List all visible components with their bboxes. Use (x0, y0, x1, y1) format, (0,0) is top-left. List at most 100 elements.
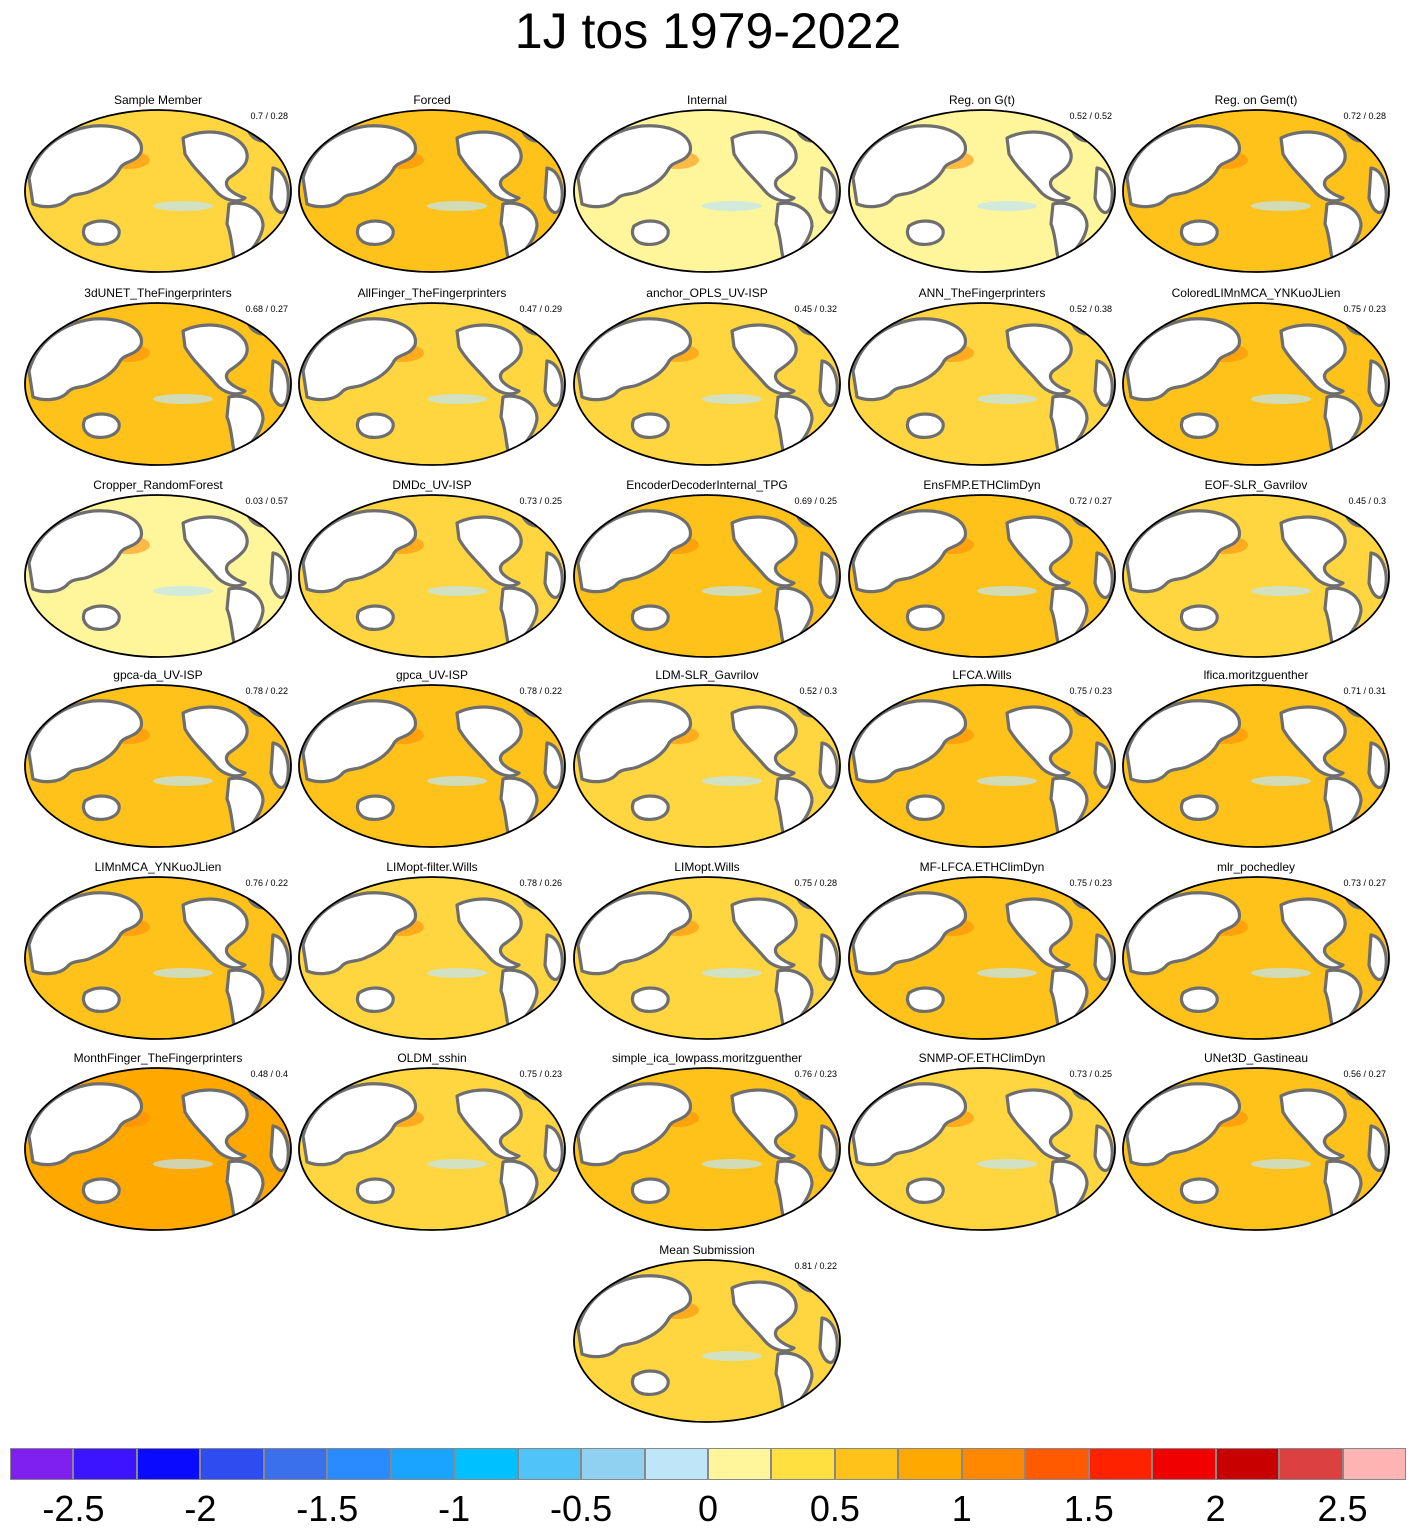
south-america-land (499, 394, 539, 461)
cool-anomaly (1251, 201, 1311, 211)
panel-score: 0.7 / 0.28 (250, 111, 288, 121)
colorbar-cell (73, 1448, 137, 1480)
africa-land (1367, 359, 1388, 407)
north-america-land (1279, 1088, 1347, 1161)
robinson-map (848, 876, 1116, 1040)
panel-title: UNet3D_Gastineau (1203, 1051, 1309, 1065)
robinson-map (24, 684, 292, 848)
colorbar-cell (1279, 1448, 1343, 1480)
panel-title: OLDM_sshin (397, 1051, 467, 1065)
cool-anomaly (153, 776, 213, 786)
panel-score: 0.72 / 0.28 (1343, 111, 1386, 121)
cool-anomaly (702, 586, 762, 596)
map-border (848, 876, 1116, 1040)
map-panel: EOF-SLR_Gavrilov 0.45 / 0.3 (1121, 478, 1391, 658)
map-panel: SNMP-OF.ETHClimDyn 0.73 / 0.25 (847, 1051, 1117, 1231)
robinson-map (848, 684, 1116, 848)
colorbar-cell (708, 1448, 772, 1480)
asia-land (301, 891, 417, 976)
greenland-land (1071, 885, 1098, 910)
panel-title: Reg. on Gem(t) (1214, 93, 1298, 107)
asia-land (576, 509, 692, 594)
greenland-land (247, 503, 274, 528)
asia-land (576, 699, 692, 784)
cool-anomaly (153, 201, 213, 211)
south-america-land (225, 776, 265, 843)
robinson-map (848, 302, 1116, 466)
cool-anomaly (977, 586, 1037, 596)
map-panel: DMDc_UV-ISP 0.73 / 0.25 (297, 478, 567, 658)
map-panel: LFCA.Wills 0.75 / 0.23 (847, 668, 1117, 848)
australia-land (630, 986, 670, 1013)
asia-land (1125, 124, 1241, 209)
map-panel: LDM-SLR_Gavrilov 0.52 / 0.3 (572, 668, 842, 848)
cool-anomaly (427, 394, 487, 404)
australia-land (1179, 604, 1219, 631)
asia-land (576, 124, 692, 209)
greenland-land (1071, 311, 1098, 336)
africa-land (269, 359, 290, 407)
colorbar-cell (454, 1448, 518, 1480)
asia-land (27, 699, 143, 784)
colorbar-tick-label: -1 (438, 1488, 471, 1529)
south-america-land (1049, 394, 1089, 461)
panel-title: EOF-SLR_Gavrilov (1204, 478, 1308, 492)
panel-score: 0.75 / 0.23 (1069, 686, 1112, 696)
greenland-land (247, 693, 274, 718)
colorbar-tick-label: 2 (1205, 1488, 1226, 1529)
robinson-map (573, 1259, 841, 1423)
cool-anomaly (153, 586, 213, 596)
map-border (1122, 876, 1390, 1040)
australia-land (81, 219, 121, 246)
north-america-land (455, 897, 523, 970)
australia-land (905, 604, 945, 631)
colorbar-tick-label: -1.5 (296, 1488, 359, 1529)
panel-title: 3dUNET_TheFingerprinters (84, 286, 232, 300)
panel-score: 0.68 / 0.27 (245, 304, 288, 314)
panel-score: 0.75 / 0.23 (1343, 304, 1386, 314)
greenland-land (1345, 311, 1372, 336)
greenland-land (247, 885, 274, 910)
map-border (848, 684, 1116, 848)
asia-land (576, 1274, 692, 1359)
colorbar-cell (1342, 1448, 1406, 1480)
greenland-land (247, 1076, 274, 1101)
page-title: 1J tos 1979-2022 (514, 3, 902, 59)
map-border (1122, 494, 1390, 658)
panel-score: 0.76 / 0.22 (245, 878, 288, 888)
greenland-land (1345, 503, 1372, 528)
north-america-land (181, 897, 249, 970)
south-america-land (499, 776, 539, 843)
asia-land (301, 1082, 417, 1167)
cool-anomaly (1251, 776, 1311, 786)
africa-land (818, 359, 839, 407)
cool-anomaly (702, 1159, 762, 1169)
map-border (24, 494, 292, 658)
robinson-map (1122, 684, 1390, 848)
map-border (573, 494, 841, 658)
colorbar-tick-label: -2 (184, 1488, 217, 1529)
cool-anomaly (1251, 1159, 1311, 1169)
africa-land (818, 551, 839, 599)
north-america-land (1005, 897, 1073, 970)
south-america-land (1323, 776, 1363, 843)
cool-anomaly (977, 201, 1037, 211)
panel-title: simple_ica_lowpass.moritzguenther (611, 1051, 803, 1065)
south-america-land (774, 968, 814, 1035)
panel-title: LIMopt-filter.Wills (386, 860, 478, 874)
panel-title: Forced (413, 93, 451, 107)
greenland-land (796, 503, 823, 528)
asia-land (301, 509, 417, 594)
africa-land (1093, 359, 1114, 407)
colorbar-tick-label: 1 (951, 1488, 972, 1529)
north-america-land (455, 1088, 523, 1161)
panel-score: 0.47 / 0.29 (519, 304, 562, 314)
north-america-land (181, 130, 249, 203)
africa-land (1367, 741, 1388, 789)
australia-land (630, 1177, 670, 1204)
greenland-land (796, 693, 823, 718)
greenland-land (521, 885, 548, 910)
asia-land (851, 124, 967, 209)
africa-land (543, 359, 564, 407)
cool-anomaly (153, 1159, 213, 1169)
